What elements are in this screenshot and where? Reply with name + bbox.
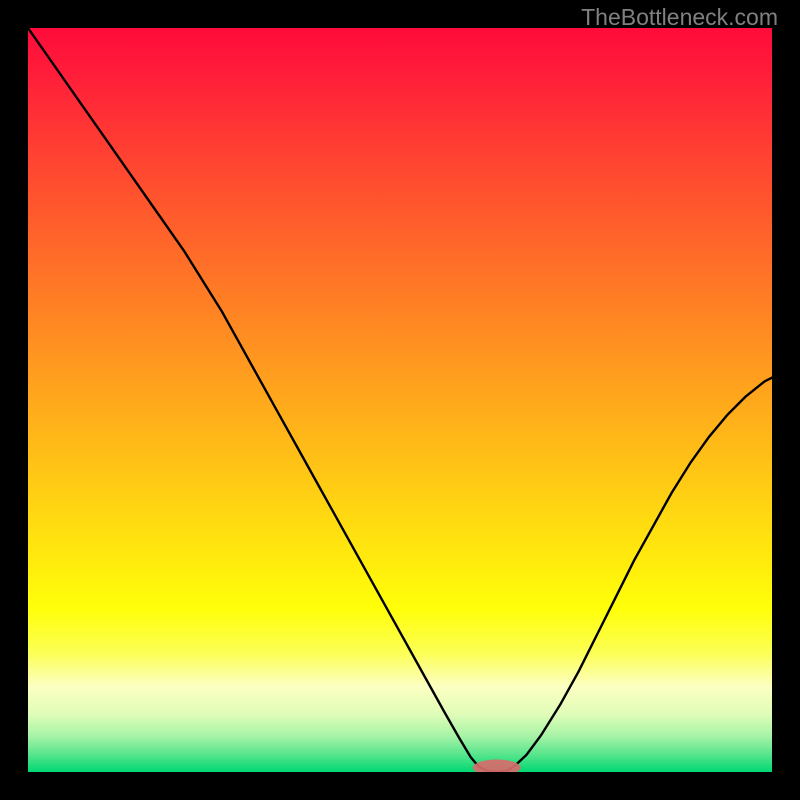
optimal-marker-layer [28,28,772,772]
chart-container: TheBottleneck.com [0,0,800,800]
plot-area [28,28,772,772]
optimal-marker [473,760,521,772]
watermark-label: TheBottleneck.com [581,4,778,31]
